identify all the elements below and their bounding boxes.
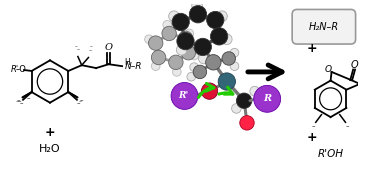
Circle shape bbox=[240, 116, 254, 130]
Text: O: O bbox=[105, 43, 113, 52]
Text: –: – bbox=[17, 97, 20, 103]
Circle shape bbox=[232, 104, 241, 113]
Text: O: O bbox=[350, 60, 358, 70]
Text: H: H bbox=[124, 58, 130, 67]
Circle shape bbox=[190, 63, 198, 71]
Text: +: + bbox=[45, 126, 55, 139]
Circle shape bbox=[162, 26, 176, 41]
Circle shape bbox=[163, 20, 171, 29]
Text: –: – bbox=[18, 98, 22, 104]
Circle shape bbox=[176, 45, 187, 55]
FancyArrowPatch shape bbox=[198, 84, 214, 97]
Text: H₂O: H₂O bbox=[39, 144, 61, 154]
Text: –: – bbox=[89, 49, 92, 54]
Text: –: – bbox=[90, 44, 93, 49]
Circle shape bbox=[192, 0, 202, 11]
Circle shape bbox=[254, 85, 280, 112]
Text: R': R' bbox=[10, 64, 19, 74]
Text: –: – bbox=[77, 101, 81, 107]
Circle shape bbox=[181, 46, 196, 60]
Circle shape bbox=[190, 51, 198, 60]
Circle shape bbox=[151, 50, 166, 65]
Circle shape bbox=[230, 62, 239, 70]
Text: R: R bbox=[263, 94, 271, 103]
Circle shape bbox=[217, 11, 227, 22]
Circle shape bbox=[189, 6, 206, 23]
Text: –: – bbox=[16, 100, 19, 105]
Circle shape bbox=[173, 68, 181, 76]
Text: –: – bbox=[75, 44, 77, 49]
Text: R': R' bbox=[179, 91, 189, 100]
Circle shape bbox=[198, 53, 209, 64]
Text: –: – bbox=[19, 101, 23, 107]
Circle shape bbox=[151, 62, 160, 70]
Circle shape bbox=[222, 52, 235, 65]
Text: –: – bbox=[79, 100, 82, 105]
Circle shape bbox=[250, 86, 260, 96]
Circle shape bbox=[148, 36, 163, 50]
Circle shape bbox=[178, 31, 193, 46]
Text: +: + bbox=[307, 42, 318, 55]
Circle shape bbox=[193, 65, 206, 79]
Circle shape bbox=[177, 33, 194, 50]
Circle shape bbox=[218, 73, 235, 90]
Circle shape bbox=[230, 48, 239, 57]
Text: N–R: N–R bbox=[125, 62, 142, 71]
Circle shape bbox=[206, 11, 224, 29]
FancyBboxPatch shape bbox=[292, 9, 356, 44]
Circle shape bbox=[169, 55, 183, 70]
Text: H₂N–R: H₂N–R bbox=[309, 22, 339, 32]
Circle shape bbox=[187, 72, 196, 81]
Circle shape bbox=[237, 93, 252, 108]
Circle shape bbox=[221, 34, 232, 45]
Text: –: – bbox=[76, 48, 80, 53]
Circle shape bbox=[171, 82, 198, 109]
FancyArrowPatch shape bbox=[219, 87, 233, 94]
Circle shape bbox=[211, 28, 228, 45]
Circle shape bbox=[206, 55, 221, 70]
Circle shape bbox=[185, 29, 194, 38]
Circle shape bbox=[145, 35, 153, 43]
Text: –: – bbox=[312, 123, 315, 129]
Text: –: – bbox=[26, 95, 30, 101]
Circle shape bbox=[194, 38, 211, 56]
Text: –: – bbox=[346, 123, 349, 129]
Text: O: O bbox=[324, 66, 331, 74]
Circle shape bbox=[201, 83, 218, 99]
Text: +: + bbox=[307, 131, 318, 144]
Text: –: – bbox=[80, 97, 83, 103]
Circle shape bbox=[169, 11, 179, 22]
Text: –O: –O bbox=[16, 64, 26, 74]
Circle shape bbox=[172, 13, 189, 31]
Text: R'OH: R'OH bbox=[318, 149, 344, 159]
